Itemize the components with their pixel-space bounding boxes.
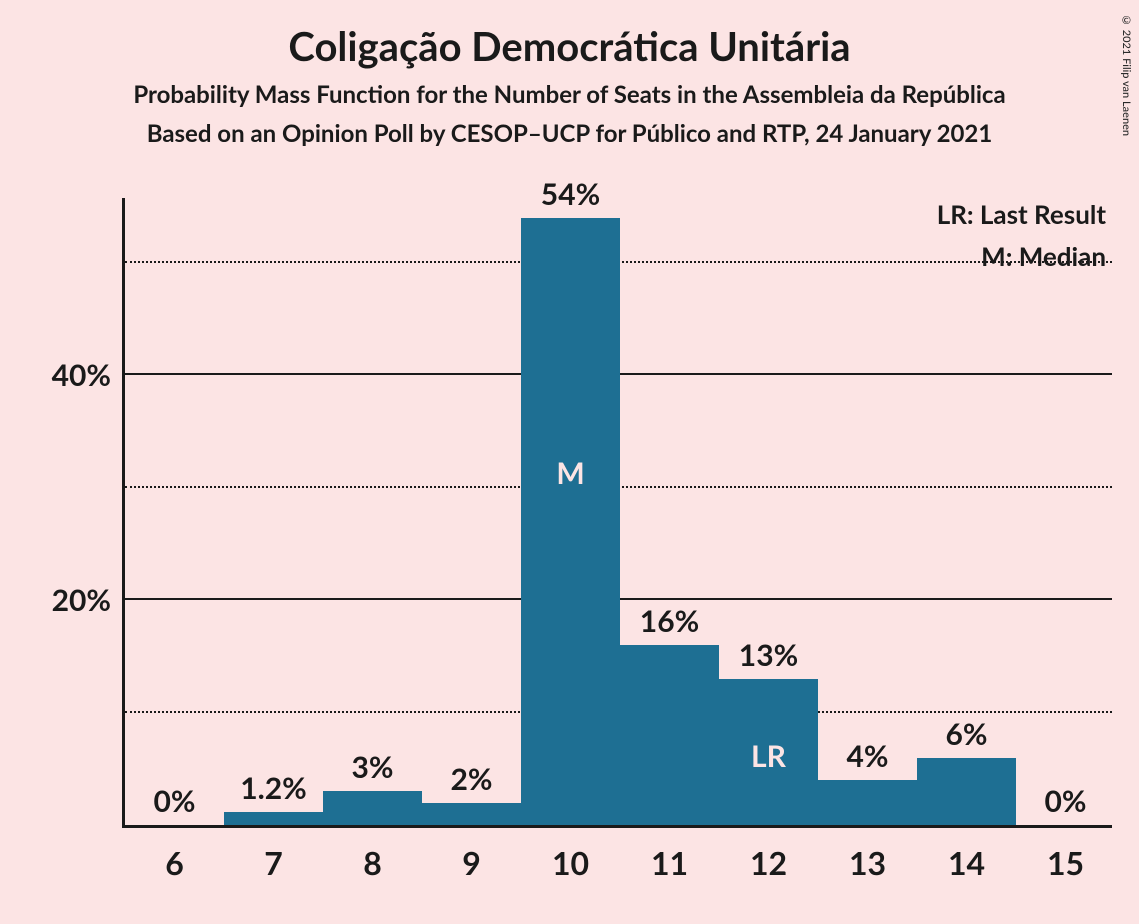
bar-value-label: 0%: [154, 783, 196, 819]
bars-container: 0%1.2%3%2%54%M16%13%LR4%6%0%: [125, 198, 1112, 825]
x-tick-label: 8: [363, 843, 382, 882]
bar: [818, 780, 917, 825]
y-tick-label: 40%: [52, 357, 111, 393]
bar: [224, 812, 323, 826]
chart-area: LR: Last Result M: Median 20%40% 0%1.2%3…: [122, 198, 1112, 828]
bar-value-label: 6%: [946, 716, 988, 752]
x-tick-label: 9: [462, 843, 481, 882]
chart-titles: Coligação Democrática Unitária Probabili…: [0, 0, 1139, 148]
bar: [323, 791, 422, 825]
last-result-marker: LR: [751, 738, 786, 774]
bar-value-label: 16%: [640, 603, 699, 639]
x-tick-label: 6: [165, 843, 184, 882]
x-tick-label: 14: [948, 843, 985, 882]
chart-subtitle-1: Probability Mass Function for the Number…: [0, 80, 1139, 109]
chart-title: Coligação Democrática Unitária: [0, 22, 1139, 70]
bar-value-label: 1.2%: [240, 770, 307, 806]
chart-plot: LR: Last Result M: Median 20%40% 0%1.2%3…: [122, 198, 1112, 828]
x-tick-label: 7: [264, 843, 283, 882]
x-tick-label: 11: [651, 843, 688, 882]
median-marker: M: [556, 455, 584, 491]
bar-value-label: 2%: [451, 761, 493, 797]
bar-value-label: 4%: [847, 738, 889, 774]
bar: [917, 758, 1016, 826]
y-tick-label: 20%: [52, 582, 111, 618]
bar-value-label: 3%: [352, 749, 394, 785]
chart-subtitle-2: Based on an Opinion Poll by CESOP–UCP fo…: [0, 119, 1139, 148]
bar: [521, 218, 620, 826]
bar: [422, 803, 521, 826]
x-tick-label: 12: [750, 843, 787, 882]
copyright-text: © 2021 Filip van Laenen: [1120, 14, 1133, 136]
bar-value-label: 54%: [541, 176, 600, 212]
x-tick-label: 15: [1047, 843, 1084, 882]
bar-value-label: 0%: [1045, 783, 1087, 819]
bar: [620, 645, 719, 825]
x-tick-label: 10: [552, 843, 589, 882]
x-tick-label: 13: [849, 843, 886, 882]
bar-value-label: 13%: [739, 637, 798, 673]
